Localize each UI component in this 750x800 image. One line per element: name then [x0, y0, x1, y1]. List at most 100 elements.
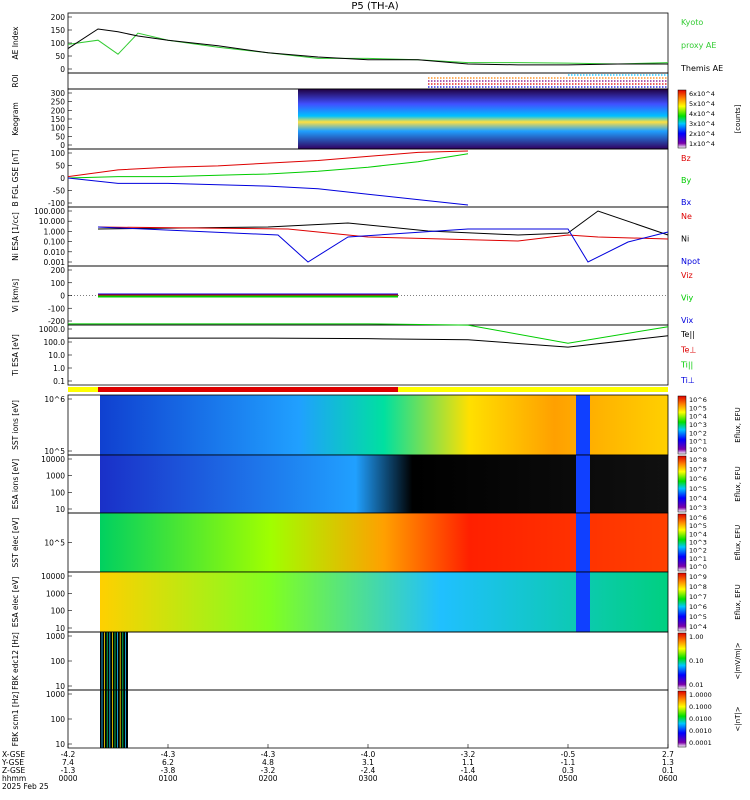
- ytick: 1000.0: [39, 325, 65, 334]
- colorbar-tick: 10^0: [689, 446, 707, 454]
- ytick: 10000: [41, 455, 65, 464]
- frame-bfgl: [67, 148, 669, 208]
- ytick: 0: [60, 292, 65, 301]
- ytick: 10^5: [44, 447, 65, 456]
- colorbar-tick: 6x10^4: [689, 90, 715, 98]
- ytick: 10000: [41, 572, 65, 581]
- ytick: 150: [51, 115, 66, 124]
- ytick: 0: [60, 65, 65, 74]
- ytick: 0.001: [44, 258, 66, 267]
- spectrogram-esa_e: [100, 572, 668, 632]
- ytick: 1000: [46, 632, 65, 641]
- ytick: 10: [55, 505, 65, 514]
- ylabel-esa_i: ESA ions [eV]: [11, 459, 20, 510]
- legend-ae: proxy AE: [681, 41, 716, 50]
- colorbar-tick: 2x10^4: [689, 130, 715, 138]
- xaxis-row-label: Y-GSE: [1, 758, 24, 767]
- xtick-x: -4.3: [261, 750, 276, 759]
- colorbar-tick: 0.1000: [689, 703, 712, 711]
- ytick: 1000: [46, 690, 65, 699]
- colorbar-tick: 1x10^4: [689, 140, 715, 148]
- xtick-z: 0.3: [562, 766, 574, 775]
- legend-bfgl: Bx: [681, 198, 691, 207]
- ytick: 0.1: [53, 377, 65, 386]
- xtick-y: 3.1: [362, 758, 374, 767]
- xtick-y: 1.3: [662, 758, 674, 767]
- ytick: -200: [48, 317, 65, 326]
- legend-bfgl: By: [681, 176, 691, 185]
- colorbar-tick: 10^0: [689, 563, 707, 571]
- legend-ae: Kyoto: [681, 18, 703, 27]
- ytick: 1.000: [44, 227, 66, 236]
- ytick: 1000: [46, 472, 65, 481]
- legend-vi: Viz: [681, 271, 693, 280]
- frame-fbk1: [67, 631, 669, 691]
- series-themis-ae: [67, 28, 668, 66]
- dropout-band: [576, 395, 590, 455]
- ytick: 50: [55, 162, 65, 171]
- colorbar-tick: 10^4: [689, 494, 707, 502]
- series-by: [67, 153, 469, 179]
- ytick: -50: [53, 187, 65, 196]
- legend-ti: Ti⊥: [680, 376, 695, 385]
- colorbar-tick: 10^4: [689, 623, 707, 631]
- ytick: 10^5: [44, 539, 65, 548]
- legend-bfgl: Bz: [681, 154, 691, 163]
- ytick: 100: [51, 607, 66, 616]
- colorbar-label: Eflux, EFU: [734, 466, 742, 501]
- xtick-z: 0.1: [662, 766, 674, 775]
- keogram-image: [298, 89, 668, 149]
- dropout-band: [576, 455, 590, 513]
- xtick-y: 4.8: [262, 758, 274, 767]
- legend-ni: Ne: [681, 212, 692, 221]
- ylabel-bfgl: B FGL GSE [nT]: [11, 149, 20, 206]
- xtick-x: -4.0: [361, 750, 376, 759]
- ytick: 200: [51, 266, 66, 275]
- ylabel-vi: Vi [km/s]: [11, 279, 20, 312]
- ytick: 100.000: [34, 207, 65, 216]
- spectrogram-sst_i: [100, 395, 668, 455]
- series-ti-: [68, 323, 669, 344]
- status-red: [98, 387, 398, 392]
- colorbar-tick: 10^3: [689, 421, 707, 429]
- colorbar-tick: 10^2: [689, 547, 707, 555]
- xtick-t: 0500: [558, 774, 577, 783]
- ytick: 10: [55, 682, 65, 691]
- ytick: 100: [51, 39, 66, 48]
- ytick: 1.0: [53, 364, 65, 373]
- panel-fbk2: FBK scm1 [Hz] 1000 100 10 1.0000 0.1000 0.0100…: [11, 689, 742, 749]
- lines-bfgl: [67, 150, 469, 206]
- ytick: 200: [51, 106, 66, 115]
- ytick: 0: [60, 174, 65, 183]
- ni-traces: [97, 210, 669, 263]
- colorbar-tick: 0.10: [689, 657, 703, 665]
- legend-vi: Vix: [681, 316, 694, 325]
- colorbar-keo: [677, 89, 687, 149]
- xtick-t: 0400: [458, 774, 477, 783]
- ytick: 1000: [46, 589, 65, 598]
- ytick: 100: [51, 124, 66, 133]
- legend-ti: Ti||: [680, 361, 693, 370]
- ylabel-sst_i: SST ions [eV]: [11, 400, 20, 450]
- ytick: 100: [51, 715, 66, 724]
- xaxis-row-label: X-GSE: [2, 750, 25, 759]
- panel-esa_e: ESA elec [eV] 10000 1000 100 10 10^9 10^8 10^7 1…: [11, 571, 742, 633]
- spectrogram-sst_e: [100, 513, 668, 572]
- xtick-y: 7.4: [62, 758, 74, 767]
- xtick-y: -1.1: [561, 758, 576, 767]
- colorbar-tick: 0.01: [689, 681, 703, 689]
- xtick-z: -1.4: [461, 766, 476, 775]
- ylabel-fbk2: FBK scm1 [Hz]: [11, 692, 20, 747]
- colorbar-tick: 10^3: [689, 539, 707, 547]
- series-kyoto-proxy-ae: [67, 32, 669, 65]
- colorbar-tick: 10^1: [689, 438, 707, 446]
- colorbar-tick: 0.0100: [689, 715, 712, 723]
- frame-ae: [67, 12, 669, 74]
- legend-ti: Te⊥: [680, 345, 696, 354]
- spectrogram-esa_i: [100, 455, 668, 513]
- colorbar-tick: 10^9: [689, 573, 707, 581]
- colorbar-tick: 10^6: [689, 603, 707, 611]
- panel-ae: AE Index 200 150 100 50 0 Kyoto proxy AE Themis …: [11, 12, 723, 74]
- ytick: 0.100: [44, 238, 66, 247]
